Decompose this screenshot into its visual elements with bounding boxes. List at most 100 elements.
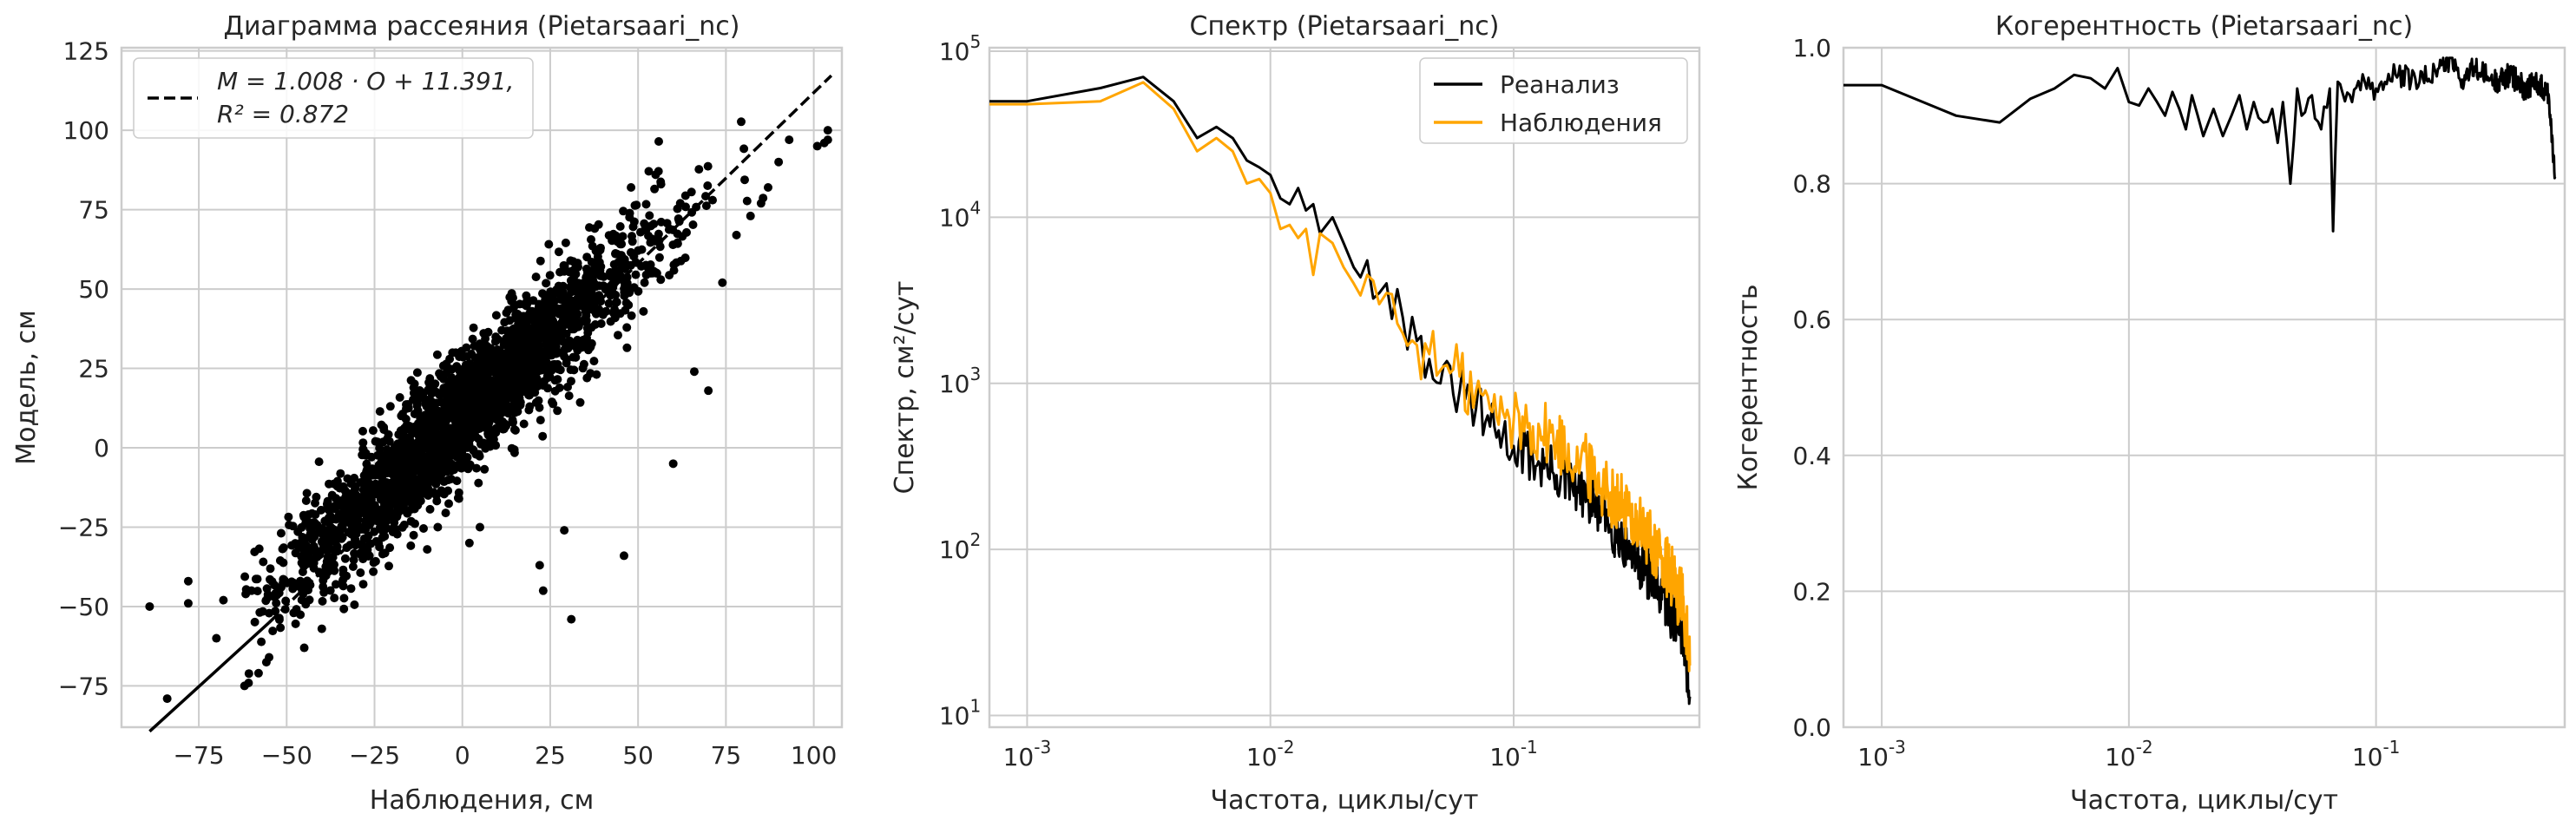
data-point	[515, 387, 524, 397]
data-point	[703, 161, 713, 171]
data-point	[579, 359, 588, 369]
data-point	[358, 580, 368, 589]
data-point	[406, 376, 416, 385]
data-point	[375, 542, 384, 552]
data-point	[673, 239, 682, 248]
data-point	[299, 589, 308, 599]
data-point	[483, 327, 493, 337]
data-point	[553, 406, 562, 416]
scatter-points	[145, 117, 832, 704]
data-point	[439, 374, 449, 384]
data-point	[382, 445, 391, 454]
data-point	[350, 600, 359, 609]
data-point	[476, 362, 485, 371]
data-point	[472, 353, 482, 363]
data-point	[533, 354, 542, 363]
data-point	[732, 230, 741, 240]
data-point	[250, 617, 260, 627]
data-point	[391, 448, 401, 457]
data-point	[620, 291, 629, 300]
data-point	[494, 407, 503, 417]
data-point	[474, 450, 483, 459]
data-point	[582, 324, 592, 333]
data-point	[432, 466, 442, 476]
data-point	[392, 458, 402, 468]
data-point	[678, 232, 687, 241]
data-point	[351, 541, 360, 550]
data-point	[183, 576, 193, 586]
data-point	[615, 266, 625, 275]
data-point	[437, 421, 447, 430]
data-point	[568, 286, 578, 296]
data-point	[411, 464, 421, 474]
data-point	[636, 227, 645, 237]
data-point	[740, 175, 749, 185]
y-tick-label: 100	[63, 116, 109, 145]
data-point	[381, 517, 391, 527]
data-point	[282, 578, 292, 587]
data-point	[553, 375, 562, 384]
data-point	[535, 561, 544, 570]
data-point	[447, 364, 457, 374]
data-point	[571, 352, 581, 362]
data-point	[505, 316, 515, 325]
data-point	[365, 551, 374, 561]
plot-frame	[988, 46, 1701, 729]
y-tick-label: 101	[939, 695, 981, 730]
data-point	[785, 135, 794, 145]
data-point	[254, 544, 264, 554]
data-point	[325, 586, 335, 595]
data-point	[411, 519, 419, 528]
data-point	[433, 522, 443, 532]
data-point	[496, 389, 505, 398]
data-point	[525, 378, 535, 388]
data-point	[437, 397, 445, 407]
data-point	[463, 405, 472, 415]
data-point	[350, 473, 359, 482]
data-point	[644, 167, 654, 176]
data-point	[634, 286, 643, 296]
plot-frame	[120, 46, 844, 729]
y-tick-label: 25	[78, 355, 109, 384]
data-point	[558, 348, 568, 358]
data-point	[498, 417, 508, 426]
data-point	[253, 574, 262, 584]
data-point	[436, 457, 445, 467]
regression-line	[148, 621, 271, 733]
data-point	[598, 310, 608, 319]
data-point	[265, 653, 274, 662]
data-point	[409, 530, 418, 540]
data-point	[276, 528, 286, 538]
data-point	[589, 357, 599, 366]
data-point	[587, 235, 595, 244]
x-tick-label: 50	[622, 741, 654, 770]
data-point	[396, 426, 405, 436]
x-tick-label: 10-3	[1003, 737, 1052, 771]
data-point	[324, 513, 333, 522]
data-point	[386, 489, 396, 498]
data-point	[462, 392, 471, 402]
data-point	[353, 512, 363, 522]
data-point	[656, 275, 666, 285]
data-point	[314, 548, 324, 558]
data-point	[701, 201, 711, 211]
data-point	[504, 404, 514, 413]
data-point	[680, 253, 690, 263]
legend-r2: R² = 0.872	[217, 100, 349, 128]
data-point	[555, 267, 565, 277]
data-point	[504, 356, 514, 365]
data-point	[485, 346, 495, 356]
data-point	[491, 311, 501, 320]
data-point	[306, 524, 315, 534]
data-point	[263, 593, 273, 602]
data-point	[416, 473, 425, 482]
plot-frame	[1842, 46, 2566, 729]
x-axis-label: Наблюдения, см	[370, 785, 594, 816]
data-point	[531, 272, 541, 282]
data-point	[819, 138, 829, 148]
data-point	[454, 494, 463, 503]
data-point	[483, 418, 492, 428]
data-point	[276, 623, 286, 633]
data-point	[567, 614, 576, 624]
data-point	[332, 494, 340, 503]
